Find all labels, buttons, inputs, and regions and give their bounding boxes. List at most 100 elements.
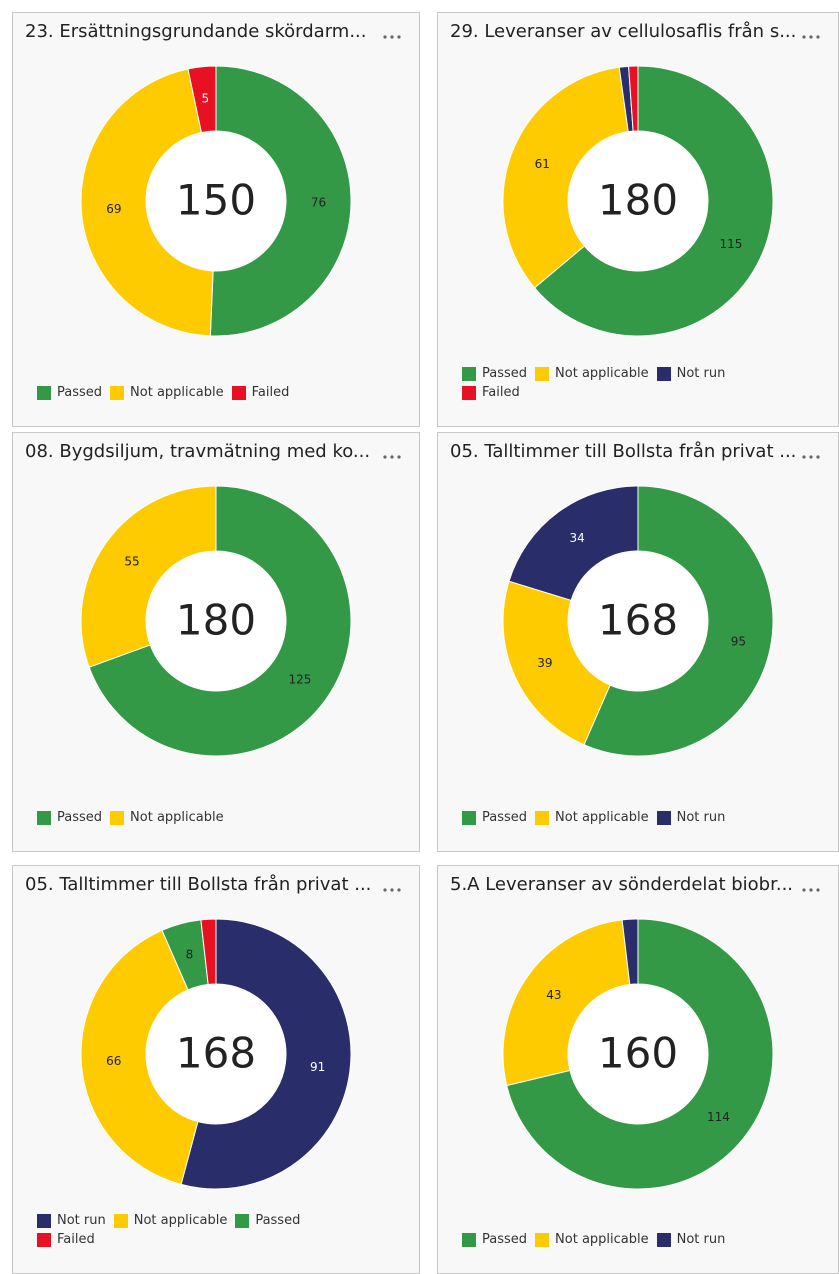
slice — [209, 65, 352, 337]
legend-swatch — [37, 1232, 51, 1247]
slice-label: 95 — [731, 634, 746, 648]
legend: Passed Not applicable Not run Failed — [462, 366, 782, 400]
legend-swatch — [37, 385, 51, 400]
legend-label: Not run — [676, 366, 726, 381]
dot — [816, 888, 820, 892]
legend-swatch — [656, 366, 671, 381]
more-options[interactable] — [383, 455, 401, 459]
legend-label: Passed — [255, 1213, 301, 1228]
slice-label: 115 — [719, 237, 742, 251]
dot — [397, 35, 401, 39]
legend-swatch — [462, 810, 476, 825]
slice-label: 76 — [311, 196, 326, 210]
more-options[interactable] — [383, 35, 401, 39]
slice-label: 39 — [537, 656, 552, 670]
legend-label: Not applicable — [130, 385, 224, 400]
slice-label: 34 — [569, 531, 584, 545]
legend-swatch — [110, 810, 125, 825]
donut-hole — [147, 552, 285, 690]
more-options[interactable] — [383, 888, 401, 892]
dot — [809, 888, 813, 892]
slice-label: 66 — [106, 1054, 121, 1068]
legend-item: Passed — [37, 385, 102, 400]
donut-chart: 115 61 180 — [502, 35, 820, 337]
legend-item: Not run — [656, 1232, 726, 1247]
dot — [816, 35, 820, 39]
legend-label: Not run — [57, 1213, 106, 1228]
legend-swatch — [462, 366, 476, 381]
chart-title: 08. Bygdsiljum, travmätning med ko... — [25, 441, 371, 462]
slice-label: 114 — [707, 1110, 730, 1124]
legend-swatch — [231, 385, 246, 400]
slice — [502, 580, 611, 746]
slice-label: 55 — [124, 555, 139, 569]
legend-swatch — [110, 385, 125, 400]
slice — [502, 919, 631, 1087]
legend-label: Passed — [482, 810, 528, 825]
dot — [802, 888, 806, 892]
legend-item: Not applicable — [113, 1213, 227, 1228]
chart-title: 05. Talltimmer till Bollsta från privat … — [25, 874, 372, 895]
slice — [200, 918, 217, 985]
dot — [397, 888, 401, 892]
slice — [80, 485, 217, 668]
more-options[interactable] — [802, 888, 820, 892]
legend-item: Not applicable — [110, 810, 224, 825]
dot — [809, 35, 813, 39]
legend-item: Not applicable — [535, 810, 649, 825]
donut-chart: 114 43 160 — [502, 888, 820, 1190]
donut-chart: 91 66 8 168 — [80, 888, 401, 1190]
slice-label: 125 — [289, 672, 312, 686]
chart-tile: 95 39 34 168 05. Talltimmer till Bollsta frå… — [437, 432, 839, 852]
legend-swatch — [462, 1232, 476, 1247]
dot — [390, 35, 394, 39]
donut-chart: 95 39 34 168 — [502, 455, 820, 757]
legend-label: Failed — [482, 385, 520, 400]
dot — [397, 455, 401, 459]
legend-item: Not applicable — [535, 1232, 649, 1247]
total: 168 — [176, 1029, 256, 1078]
legend-label: Passed — [57, 810, 103, 825]
total: 150 — [176, 176, 256, 225]
dot — [383, 35, 387, 39]
more-options[interactable] — [802, 455, 820, 459]
legend-swatch — [235, 1213, 250, 1228]
slice — [628, 65, 639, 132]
legend-item: Not applicable — [535, 366, 649, 381]
slice — [187, 65, 217, 134]
legend: Passed Not applicable Not run — [462, 810, 782, 825]
slice-label: 5 — [201, 92, 209, 106]
slice — [621, 918, 639, 986]
legend-item: Passed — [235, 1213, 300, 1228]
total: 160 — [598, 1029, 678, 1078]
dot — [802, 455, 806, 459]
legend-item: Not run — [37, 1213, 106, 1228]
legend-item: Passed — [462, 366, 527, 381]
legend-label: Not run — [676, 810, 726, 825]
dot — [802, 35, 806, 39]
legend-swatch — [535, 366, 550, 381]
legend: Not run Not applicable Passed Failed — [37, 1213, 357, 1247]
dot — [383, 888, 387, 892]
donut-chart: 125 55 180 — [80, 455, 401, 757]
legend-label: Failed — [251, 385, 290, 400]
legend-item: Passed — [462, 810, 527, 825]
legend-swatch — [462, 385, 476, 400]
dot — [383, 455, 387, 459]
legend-swatch — [535, 1232, 550, 1247]
slice — [80, 68, 214, 337]
legend-label: Not run — [676, 1232, 726, 1247]
donut-hole — [147, 132, 285, 270]
legend-item: Passed — [37, 810, 102, 825]
donut-hole — [569, 132, 707, 270]
legend-label: Not applicable — [555, 366, 649, 381]
dot — [816, 455, 820, 459]
legend-swatch — [113, 1213, 128, 1228]
legend-label: Not applicable — [130, 810, 224, 825]
legend: Passed Not applicable Failed — [37, 385, 357, 400]
slice-label: 8 — [186, 947, 194, 961]
total: 180 — [598, 176, 678, 225]
slice — [533, 65, 774, 337]
more-options[interactable] — [802, 35, 820, 39]
legend-label: Failed — [57, 1232, 95, 1247]
